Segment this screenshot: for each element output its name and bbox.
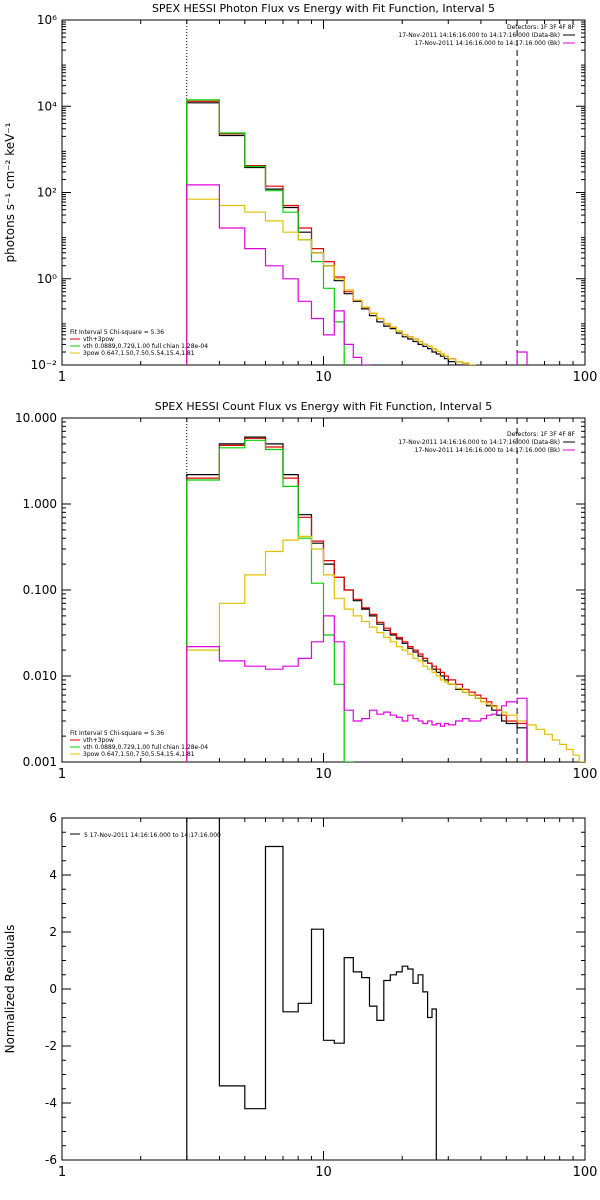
x-tick-label: 100 bbox=[573, 370, 598, 385]
chart-title: SPEX HESSI Count Flux vs Energy with Fit… bbox=[155, 400, 492, 413]
x-tick-label: 100 bbox=[573, 767, 598, 782]
x-tick-label: 1 bbox=[58, 767, 66, 782]
series-data-bk bbox=[186, 436, 528, 762]
y-tick-label: 0.001 bbox=[23, 755, 57, 769]
y-tick-label: 10² bbox=[37, 186, 57, 200]
y-axis-label: photons s⁻¹ cm⁻² keV⁻¹ bbox=[3, 122, 17, 262]
series-3pow bbox=[186, 198, 476, 365]
y-tick-label: 10⁰ bbox=[37, 272, 57, 286]
chart-panel-2: SPEX HESSI Count Flux vs Energy with Fit… bbox=[15, 400, 597, 782]
fit-legend-entry: 3pow 0.647,1.50,7.50,5.54,15.4,1.81 bbox=[83, 751, 195, 758]
series-vth bbox=[186, 439, 354, 762]
y-tick-label: 10⁴ bbox=[37, 99, 57, 113]
series-bk bbox=[186, 184, 528, 365]
chart-title: SPEX HESSI Photon Flux vs Energy with Fi… bbox=[152, 2, 495, 15]
chart-panel-1: SPEX HESSI Photon Flux vs Energy with Fi… bbox=[3, 2, 597, 385]
y-tick-label: 10⁶ bbox=[37, 13, 57, 27]
fit-header: Fit Interval 5 Chi-square = 5.36 bbox=[70, 730, 164, 737]
series-residuals bbox=[186, 818, 437, 1160]
legend-entry: 17-Nov-2011 14:16:16.000 to 14:17:16.000… bbox=[398, 32, 560, 39]
x-tick-label: 10 bbox=[315, 370, 332, 385]
fit-header: Fit Interval 5 Chi-square = 5.36 bbox=[70, 329, 164, 336]
chart-panel-3: Normalized Residuals 1 10 100 -6 -4 -2 0 2 4 6 5 17… bbox=[3, 811, 597, 1180]
legend-entry: 17-Nov-2011 14:16:16.000 to 14:17:16.000… bbox=[415, 40, 560, 47]
fit-legend-entry: vth+3pow bbox=[83, 336, 114, 343]
series-bk bbox=[186, 615, 528, 762]
y-tick-label: -6 bbox=[45, 1153, 57, 1167]
series-3pow bbox=[186, 535, 585, 762]
x-tick-label: 1 bbox=[58, 1165, 66, 1180]
plot-frame bbox=[61, 19, 586, 366]
y-tick-label: 10⁻² bbox=[31, 358, 58, 372]
series-vth-3pow bbox=[186, 437, 528, 762]
legend-entry: 17-Nov-2011 14:16:16.000 to 14:17:16.000… bbox=[398, 439, 560, 446]
y-tick-label: 6 bbox=[49, 811, 57, 825]
fit-legend-entry: vth 0.0889,0.729,1.00 full chian 1.28e-0… bbox=[83, 744, 208, 751]
legend-entry: 17-Nov-2011 14:16:16.000 to 14:17:16.000… bbox=[415, 447, 560, 454]
y-tick-label: -2 bbox=[45, 1039, 57, 1053]
x-tick-label: 10 bbox=[315, 767, 332, 782]
legend-header: Detectors: 1F 3F 4F 8F bbox=[507, 24, 576, 31]
series-vth-3pow bbox=[186, 100, 470, 365]
fit-legend-entry: 3pow 0.647,1.50,7.50,5.54,15.4,1.81 bbox=[83, 350, 195, 357]
y-tick-label: 1.000 bbox=[23, 497, 57, 511]
x-tick-label: 1 bbox=[58, 370, 66, 385]
legend-header: Detectors: 1F 3F 4F 8F bbox=[507, 431, 576, 438]
y-tick-label: 2 bbox=[49, 925, 57, 939]
legend-entry: 5 17-Nov-2011 14:16:16.000 to 14:17:16.0… bbox=[84, 832, 221, 839]
y-tick-label: 4 bbox=[49, 868, 57, 882]
series-data-bk bbox=[186, 102, 464, 365]
y-tick-label: 10.000 bbox=[15, 411, 57, 425]
y-tick-label: 0 bbox=[49, 982, 57, 996]
series-vth bbox=[186, 99, 345, 365]
y-axis-label: Normalized Residuals bbox=[3, 925, 17, 1054]
y-tick-label: -4 bbox=[45, 1096, 57, 1110]
fit-legend-entry: vth 0.0889,0.729,1.00 full chian 1.28e-0… bbox=[83, 343, 208, 350]
y-tick-label: 0.100 bbox=[23, 583, 57, 597]
x-tick-label: 100 bbox=[573, 1165, 598, 1180]
fit-legend-entry: vth+3pow bbox=[83, 737, 114, 744]
x-tick-label: 10 bbox=[315, 1165, 332, 1180]
y-tick-label: 0.010 bbox=[23, 669, 57, 683]
